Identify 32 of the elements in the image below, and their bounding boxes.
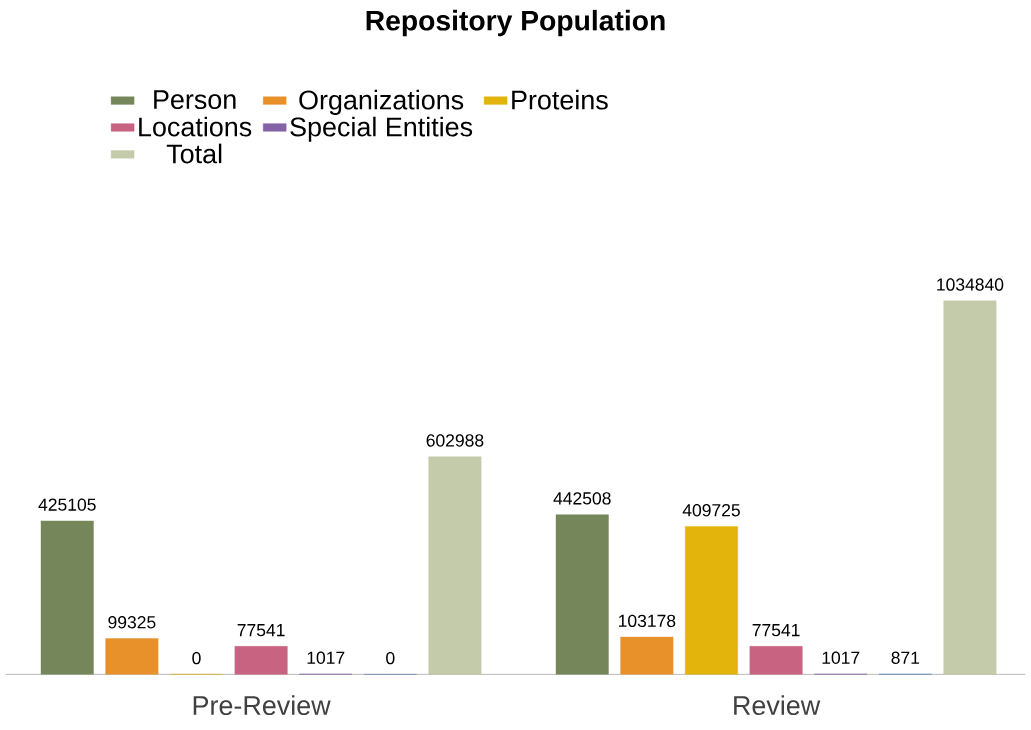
bar bbox=[943, 300, 997, 675]
data-label: 409725 bbox=[682, 503, 740, 517]
legend-label: Organizations bbox=[299, 89, 464, 115]
data-label: 103178 bbox=[619, 614, 676, 627]
data-label: 99325 bbox=[108, 615, 156, 629]
data-label: 77541 bbox=[237, 623, 285, 637]
bar bbox=[234, 646, 288, 675]
data-label: 602988 bbox=[426, 434, 484, 447]
data-label: 442508 bbox=[553, 492, 611, 505]
data-label: 0 bbox=[192, 651, 201, 665]
data-label: 0 bbox=[386, 651, 395, 665]
data-label: 1017 bbox=[307, 651, 345, 664]
bar bbox=[555, 514, 609, 675]
data-label: 871 bbox=[891, 651, 920, 664]
bar bbox=[428, 456, 482, 675]
chart-title: Repository Population bbox=[366, 9, 665, 37]
legend-label: Person bbox=[154, 90, 236, 109]
data-label: 77541 bbox=[752, 623, 800, 637]
legend-label: Special Entities bbox=[290, 116, 473, 142]
legend-label: Proteins bbox=[512, 89, 608, 110]
bar bbox=[105, 638, 159, 675]
legend-label: Total bbox=[166, 143, 222, 164]
bar bbox=[685, 526, 738, 675]
data-label: 1017 bbox=[822, 651, 860, 664]
data-label: 1034840 bbox=[937, 278, 1004, 291]
bar bbox=[749, 646, 803, 675]
x-tick-label: Review bbox=[734, 695, 821, 715]
legend-label: Locations bbox=[139, 116, 252, 137]
x-tick-label: Pre-Review bbox=[193, 695, 331, 715]
data-label: 425105 bbox=[38, 498, 96, 511]
bar bbox=[40, 520, 94, 675]
bar bbox=[620, 636, 674, 675]
